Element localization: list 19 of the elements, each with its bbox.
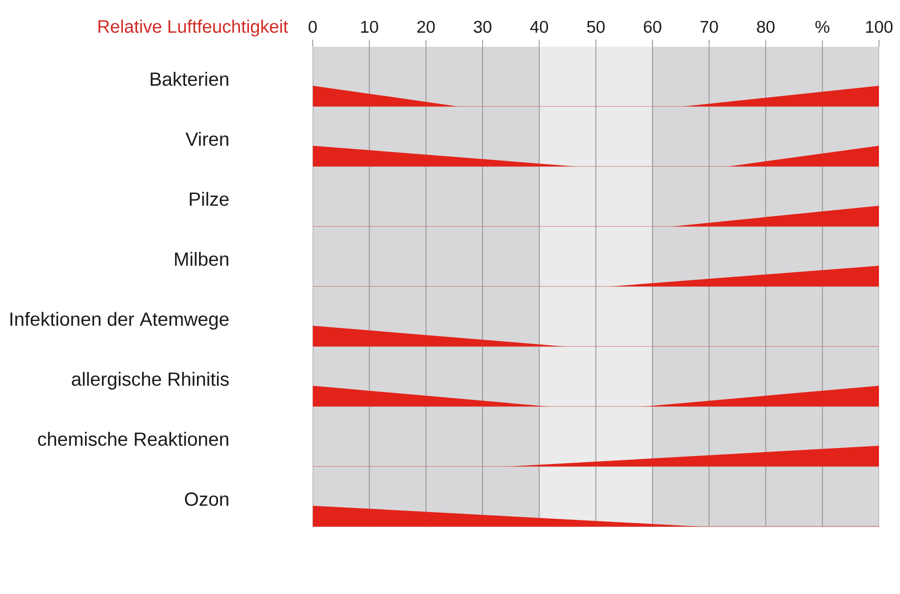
x-tick-label: 80: [757, 20, 775, 33]
y-axis-title: Viren: [186, 132, 228, 146]
x-tick-label: 60: [644, 20, 662, 33]
y-axis-title: chemische Reaktionen: [38, 432, 228, 446]
y-axis-title: Infektionen der Atemwege: [10, 312, 229, 330]
x-tick-label: 50: [587, 20, 605, 33]
x-tick-label: 10: [361, 20, 378, 33]
y-axis-title: allergische Rhinitis: [72, 372, 229, 390]
y-axis-title: Bakterien: [150, 72, 228, 86]
y-axis-title: Ozon: [184, 492, 228, 506]
y-axis-title: Milben: [175, 252, 228, 266]
x-tick-label: 40: [530, 20, 548, 33]
x-tick-label: 70: [700, 20, 718, 33]
y-axis-title: Pilze: [190, 192, 229, 206]
x-tick-label: 0: [308, 20, 317, 33]
x-tick-label: 100: [866, 20, 893, 33]
x-axis-title: Relative Luftfeuchtigkeit: [98, 20, 288, 36]
x-tick-label: 20: [417, 20, 435, 33]
x-tick-label: 30: [474, 20, 492, 33]
